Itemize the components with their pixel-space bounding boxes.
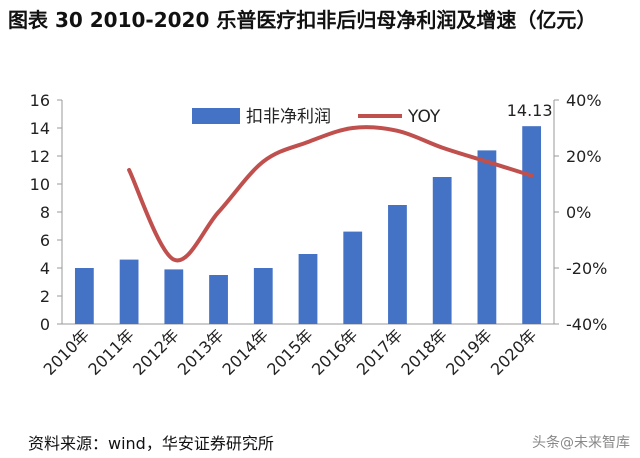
bar [477,150,497,324]
bar [343,231,363,324]
left-tick-label: 14 [30,119,50,138]
right-tick-label: 20% [566,147,602,166]
x-tick-label: 2017年 [353,325,407,379]
legend-line-label: YOY [407,107,441,127]
left-tick-label: 8 [40,203,50,222]
x-tick-label: 2018年 [397,325,451,379]
x-tick-label: 2019年 [442,325,496,379]
bar [119,259,139,324]
right-tick-label: 0% [566,203,591,222]
left-tick-label: 2 [40,287,50,306]
x-tick-label: 2014年 [219,325,273,379]
legend-bar-label: 扣非净利润 [246,107,331,127]
bar [164,269,184,324]
source-note: 资料来源：wind，华安证券研究所 [28,434,274,453]
combo-chart: 0246810121416-40%-20%0%20%40%14.132010年2… [30,91,608,379]
right-tick-label: -20% [566,259,607,278]
watermark: 头条@未来智库 [532,435,630,451]
chart-area: 0 2 4 6 8 10 12 14 16 -40% -20% 0% 20% 40% 14.13 2010年 2… [0,80,640,420]
bar [74,268,94,324]
left-tick-label: 12 [30,147,50,166]
bar [209,275,228,324]
left-tick-label: 0 [40,315,50,334]
bar [522,126,542,325]
x-tick-label: 2016年 [308,325,362,379]
right-tick-label: 40% [566,91,602,110]
right-tick-label: -40% [566,315,607,334]
bar [432,177,452,324]
left-tick-label: 10 [30,175,50,194]
yoy-line [127,125,534,263]
bar [253,268,273,324]
bar [388,205,407,324]
x-tick-label: 2011年 [84,325,138,379]
x-tick-label: 2020年 [487,325,541,379]
bar [298,254,318,324]
chart-title: 图表 30 2010-2020 乐普医疗扣非后归母净利润及增速（亿元） [8,8,597,32]
left-tick-label: 4 [40,259,50,278]
x-tick-label: 2015年 [263,325,317,379]
data-label: 14.13 [507,101,553,120]
legend-bar-swatch [192,108,240,124]
x-tick-label: 2013年 [174,325,228,379]
left-tick-label: 6 [40,231,50,250]
x-tick-label: 2012年 [129,325,183,379]
left-tick-label: 16 [30,91,50,110]
